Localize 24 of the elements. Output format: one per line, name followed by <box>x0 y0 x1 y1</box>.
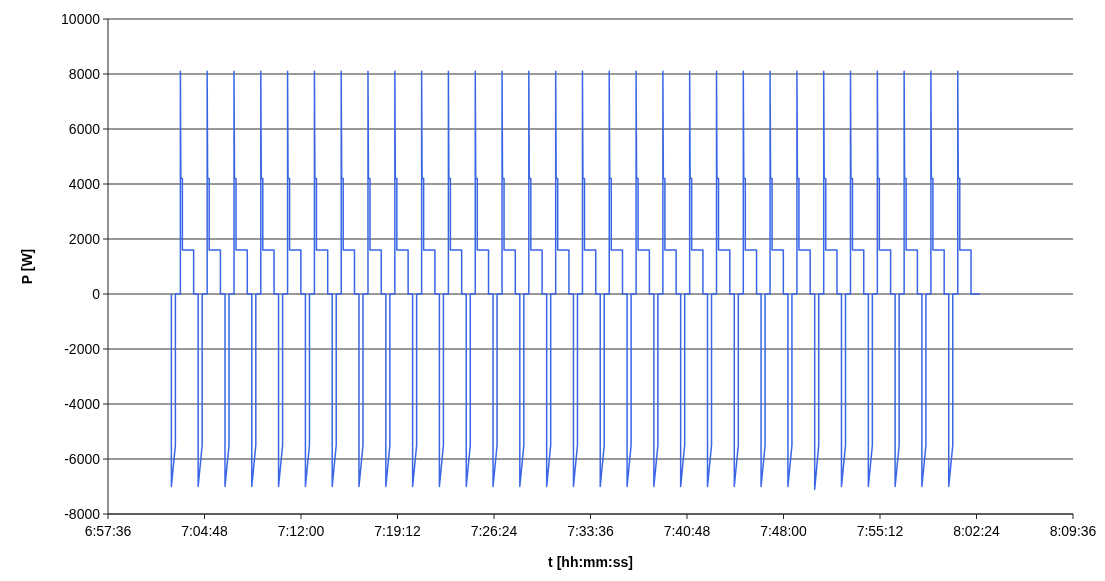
x-axis-title: t [hh:mm:ss] <box>548 554 633 570</box>
x-tick-label: 8:02:24 <box>953 523 1001 539</box>
x-tick-label: 7:19:12 <box>374 523 422 539</box>
x-tick-label: 7:12:00 <box>277 523 325 539</box>
y-tick-label: 2000 <box>68 230 101 247</box>
x-tick-label: 7:26:24 <box>470 523 518 539</box>
x-tick-label: 7:48:00 <box>760 523 808 539</box>
x-tick-label: 7:33:36 <box>567 523 615 539</box>
y-tick-label: -8000 <box>64 505 101 522</box>
y-tick-label: 8000 <box>68 65 101 82</box>
y-tick-label: 0 <box>92 285 101 302</box>
x-tick-label: 7:40:48 <box>663 523 711 539</box>
x-tick-label: 7:04:48 <box>181 523 229 539</box>
x-tick-label: 6:57:36 <box>84 523 132 539</box>
y-tick-label: -4000 <box>64 395 101 412</box>
y-tick-label: 4000 <box>68 175 101 192</box>
y-axis-title: P [W] <box>19 248 35 285</box>
x-tick-label: 7:55:12 <box>856 523 904 539</box>
line-series <box>170 70 981 490</box>
y-tick-label: -2000 <box>64 340 101 357</box>
x-tick-label: 8:09:36 <box>1049 523 1097 539</box>
y-tick-label: 10000 <box>61 10 101 27</box>
y-tick-label: -6000 <box>64 450 101 467</box>
y-tick-label: 6000 <box>68 120 101 137</box>
